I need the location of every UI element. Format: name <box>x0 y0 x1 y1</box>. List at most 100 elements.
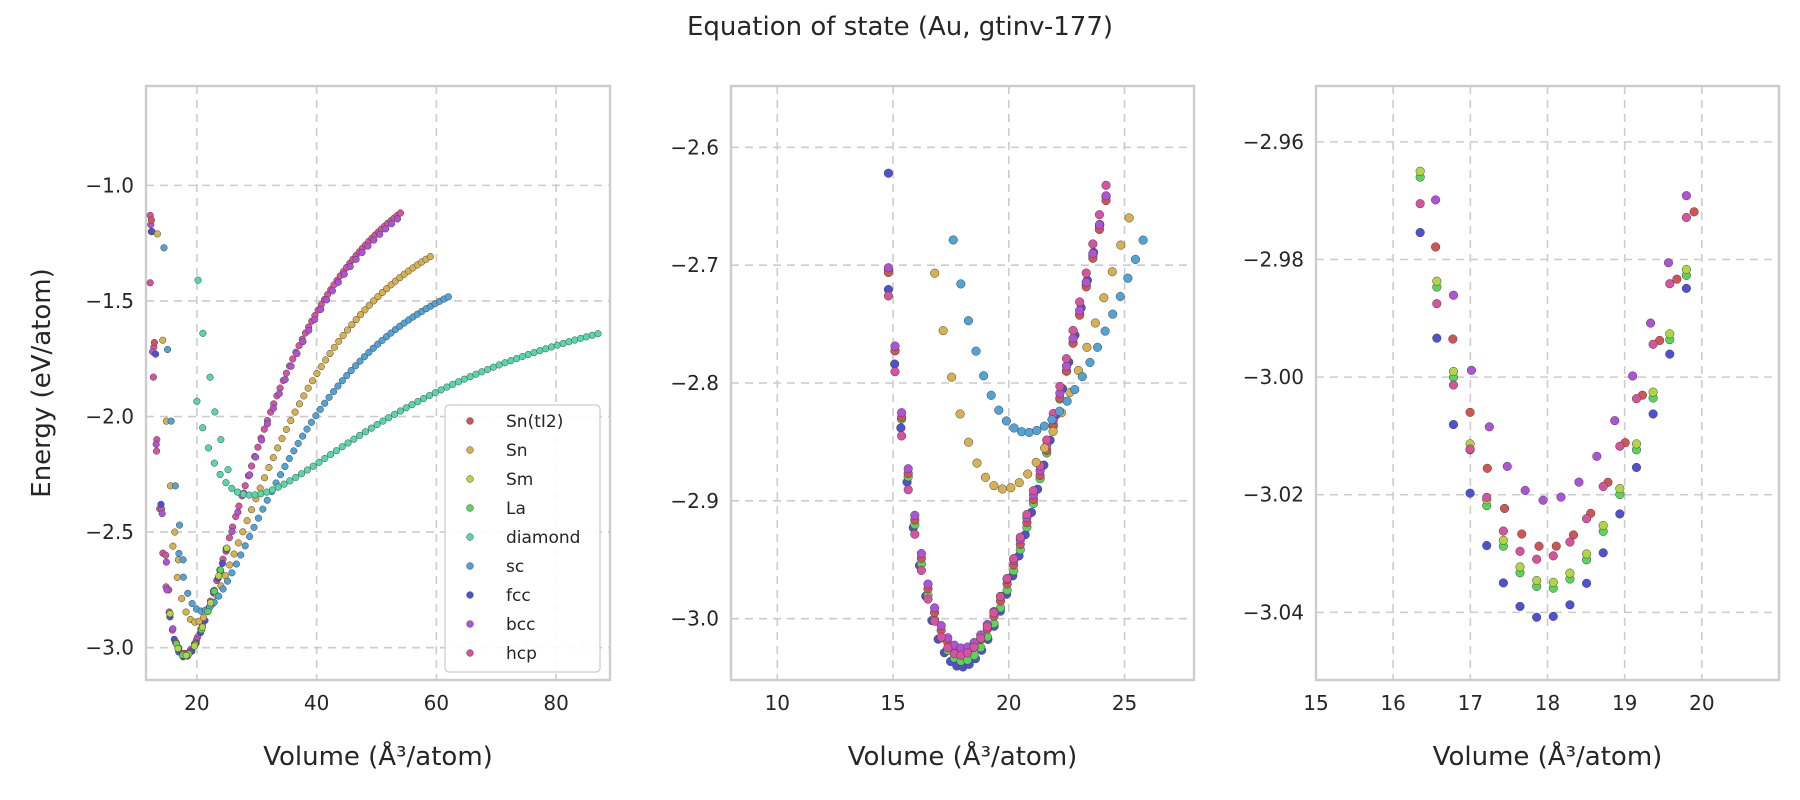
y-tick-label: −2.98 <box>1243 247 1304 271</box>
data-point <box>287 362 295 370</box>
series-fcc <box>1415 227 1691 622</box>
data-point <box>1532 575 1542 586</box>
data-point <box>916 548 926 559</box>
data-point <box>1075 297 1085 307</box>
data-point <box>223 544 231 552</box>
data-point <box>443 383 451 391</box>
data-point <box>1681 191 1691 201</box>
data-point <box>1592 451 1602 461</box>
data-point <box>1042 435 1052 445</box>
data-point <box>374 293 382 301</box>
data-point <box>263 420 271 428</box>
data-point <box>239 528 247 536</box>
data-point <box>1088 249 1098 259</box>
data-point <box>938 326 948 336</box>
data-point <box>916 565 926 575</box>
data-point <box>352 316 360 324</box>
data-point <box>348 321 356 329</box>
data-point <box>1538 495 1548 505</box>
legend-label: bcc <box>506 615 535 635</box>
data-point <box>299 338 307 346</box>
data-point <box>247 506 256 514</box>
data-point <box>299 432 307 440</box>
data-point <box>1009 554 1019 564</box>
data-point <box>1009 423 1019 433</box>
data-point <box>425 392 433 400</box>
data-point <box>204 607 212 616</box>
y-tick-label: −2.7 <box>670 253 719 277</box>
data-point <box>1432 299 1442 309</box>
data-point <box>268 486 277 494</box>
data-point <box>1077 372 1087 382</box>
data-point <box>146 279 154 287</box>
data-point <box>352 255 360 263</box>
data-point <box>243 517 251 525</box>
data-point <box>295 400 304 408</box>
data-point <box>222 479 230 487</box>
data-point <box>182 608 190 616</box>
data-point <box>162 551 170 559</box>
data-point <box>1466 365 1476 375</box>
data-point <box>321 454 329 462</box>
x-tick-label: 20 <box>184 691 209 715</box>
data-point <box>379 417 387 425</box>
data-point <box>963 648 973 658</box>
data-point <box>199 613 208 622</box>
data-point <box>179 573 187 581</box>
data-point <box>1448 290 1459 300</box>
data-point <box>948 235 958 245</box>
data-point <box>224 466 232 474</box>
data-point <box>370 236 378 244</box>
y-tick-label: −2.96 <box>1243 130 1304 154</box>
data-point <box>1108 309 1118 319</box>
data-point <box>460 375 468 383</box>
series-bcc <box>883 191 1111 653</box>
data-point <box>1431 242 1441 252</box>
data-point <box>393 215 402 223</box>
data-points <box>1415 166 1699 622</box>
data-point <box>254 514 262 522</box>
data-point <box>1534 541 1544 551</box>
y-tick-label: −2.8 <box>670 371 719 395</box>
data-point <box>265 463 273 472</box>
data-point <box>281 462 289 471</box>
data-point <box>1689 207 1699 217</box>
data-point <box>1448 380 1459 390</box>
data-point <box>391 410 399 418</box>
x-tick-label: 60 <box>424 691 449 715</box>
x-tick-label: 17 <box>1458 691 1483 715</box>
data-point <box>235 502 243 510</box>
data-point <box>1646 318 1656 328</box>
data-point <box>166 610 174 618</box>
data-point <box>373 421 381 429</box>
x-tick-label: 20 <box>996 691 1021 715</box>
data-point <box>1598 481 1608 492</box>
data-point <box>382 225 390 233</box>
data-point <box>291 408 299 416</box>
data-point <box>1040 443 1050 453</box>
data-point <box>164 345 172 354</box>
panel-min-zoom: 15 16 17 18 19 20 −3.04 −3.02 −3.00 −2.98 −2.96 Vol… <box>1243 84 1781 772</box>
data-point <box>1482 463 1492 473</box>
data-point <box>206 373 214 381</box>
data-point <box>228 569 236 577</box>
data-point <box>179 556 187 564</box>
data-point <box>207 599 215 607</box>
data-point <box>254 443 262 451</box>
data-point <box>251 491 259 499</box>
x-tick-label: 25 <box>1112 691 1137 715</box>
data-point <box>1070 385 1080 395</box>
data-point <box>559 339 567 347</box>
data-point <box>369 344 377 352</box>
data-point <box>364 242 372 250</box>
data-point <box>316 405 324 413</box>
data-point <box>1482 540 1492 551</box>
data-point <box>883 291 893 301</box>
data-point <box>215 592 223 600</box>
data-point <box>1582 578 1592 588</box>
y-tick-label: −1.5 <box>85 289 134 313</box>
data-point <box>361 306 369 314</box>
data-point <box>1615 484 1625 494</box>
data-point <box>1681 264 1691 275</box>
data-point <box>1015 532 1025 542</box>
